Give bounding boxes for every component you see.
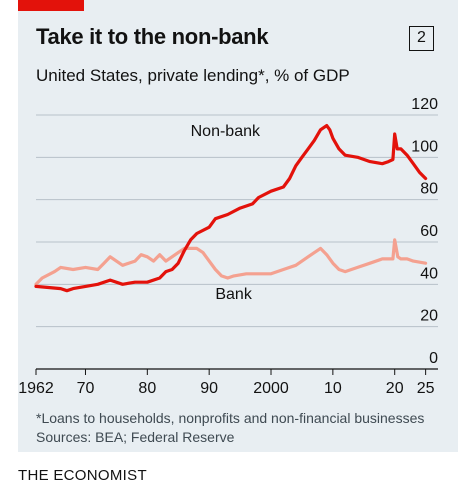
y-tick-label: 120 xyxy=(411,96,438,113)
x-tick-label: 90 xyxy=(200,380,218,397)
x-tick-label: 80 xyxy=(138,380,156,397)
y-tick-label: 0 xyxy=(429,350,438,367)
x-tick-label: 1962 xyxy=(18,380,54,397)
x-tick-label: 70 xyxy=(77,380,95,397)
brand-logo-text: THE ECONOMIST xyxy=(18,467,147,484)
chart-panel xyxy=(18,0,458,452)
x-tick-label: 25 xyxy=(417,380,435,397)
series-line-non-bank xyxy=(34,124,428,293)
y-tick-label: 20 xyxy=(420,308,438,325)
y-tick-label: 80 xyxy=(420,181,438,198)
chart-subtitle: United States, private lending*, % of GD… xyxy=(36,66,350,85)
sources: Sources: BEA; Federal Reserve xyxy=(36,429,235,445)
x-tick-label: 10 xyxy=(324,380,342,397)
y-tick-label: 40 xyxy=(420,265,438,282)
series-line-bank xyxy=(34,238,428,286)
series-label-non-bank: Non-bank xyxy=(191,123,261,140)
series-label-bank: Bank xyxy=(215,286,252,303)
accent-bar xyxy=(18,0,84,11)
x-tick-label: 20 xyxy=(386,380,404,397)
chart-number-badge: 2 xyxy=(409,26,434,51)
y-tick-label: 60 xyxy=(420,223,438,240)
footnote: *Loans to households, nonprofits and non… xyxy=(36,410,425,426)
y-tick-label: 100 xyxy=(411,138,438,155)
x-tick-label: 2000 xyxy=(253,380,289,397)
chart-title: Take it to the non-bank xyxy=(36,24,269,49)
